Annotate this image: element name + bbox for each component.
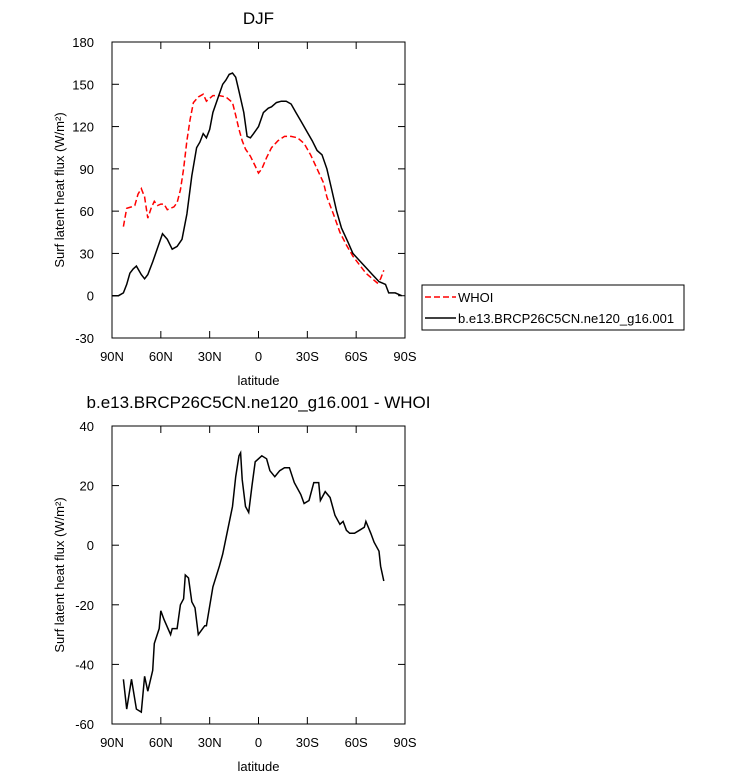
x-axis-label: latitude [238, 759, 280, 774]
x-tick-label: 90S [393, 735, 416, 750]
x-tick-label: 0 [255, 349, 262, 364]
x-tick-label: 30N [198, 349, 222, 364]
y-tick-label: 40 [80, 419, 94, 434]
data-line [112, 72, 402, 297]
chart-title: DJF [243, 9, 274, 28]
data-line [122, 93, 385, 285]
y-tick-label: -60 [75, 717, 94, 732]
x-tick-label: 90N [100, 735, 124, 750]
legend-label: b.e13.BRCP26C5CN.ne120_g16.001 [458, 311, 674, 326]
chart-title: b.e13.BRCP26C5CN.ne120_g16.001 - WHOI [87, 393, 431, 412]
y-tick-label: 60 [80, 204, 94, 219]
y-tick-label: -20 [75, 598, 94, 613]
x-tick-label: 30S [296, 349, 319, 364]
x-tick-label: 60N [149, 735, 173, 750]
data-line [122, 450, 385, 714]
y-tick-label: 0 [87, 289, 94, 304]
x-tick-label: 60N [149, 349, 173, 364]
legend-box [421, 284, 685, 331]
plot-frame [111, 41, 406, 339]
y-tick-label: 120 [72, 120, 94, 135]
x-tick-label: 60S [345, 349, 368, 364]
x-axis-label: latitude [238, 373, 280, 388]
plot-frame [111, 425, 406, 725]
y-tick-label: 30 [80, 246, 94, 261]
x-tick-label: 60S [345, 735, 368, 750]
x-tick-label: 0 [255, 735, 262, 750]
x-tick-label: 30N [198, 735, 222, 750]
y-tick-label: 150 [72, 77, 94, 92]
x-tick-label: 90N [100, 349, 124, 364]
y-tick-label: 0 [87, 538, 94, 553]
y-tick-label: -30 [75, 331, 94, 346]
y-tick-label: 20 [80, 479, 94, 494]
y-axis-label: Surf latent heat flux (W/m²) [52, 112, 67, 267]
y-tick-label: 180 [72, 35, 94, 50]
y-tick-label: 90 [80, 162, 94, 177]
y-tick-label: -40 [75, 657, 94, 672]
x-tick-label: 30S [296, 735, 319, 750]
y-axis-label: Surf latent heat flux (W/m²) [52, 497, 67, 652]
x-tick-label: 90S [393, 349, 416, 364]
legend-label: WHOI [458, 290, 493, 305]
